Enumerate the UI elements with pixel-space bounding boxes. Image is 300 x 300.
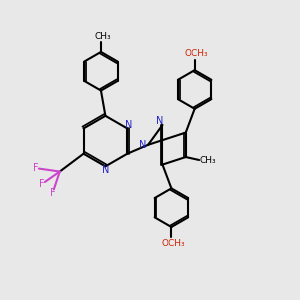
Text: N: N [125, 121, 133, 130]
Text: N: N [139, 140, 146, 150]
Text: N: N [102, 165, 109, 175]
Text: OCH₃: OCH₃ [161, 239, 185, 248]
Text: F: F [33, 163, 38, 173]
Text: CH₃: CH₃ [199, 155, 216, 164]
Text: F: F [39, 179, 45, 189]
Text: F: F [50, 188, 55, 198]
Text: OCH₃: OCH₃ [184, 49, 208, 58]
Text: N: N [156, 116, 163, 126]
Text: CH₃: CH₃ [94, 32, 111, 41]
